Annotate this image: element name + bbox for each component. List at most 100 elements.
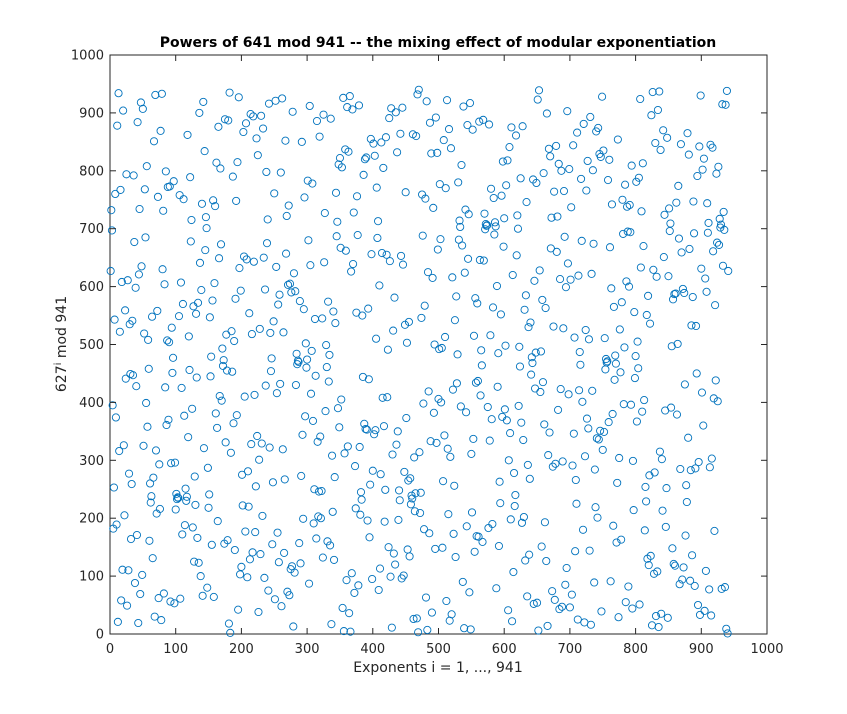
- data-point: [289, 622, 298, 631]
- data-point: [138, 104, 147, 113]
- data-point: [452, 292, 461, 301]
- y-tick-label: 700: [79, 222, 104, 237]
- data-point: [188, 523, 197, 532]
- data-point: [414, 85, 423, 94]
- data-point: [466, 625, 475, 634]
- data-point: [590, 465, 599, 474]
- data-point: [504, 606, 513, 615]
- data-point: [182, 496, 191, 505]
- data-point: [230, 545, 239, 555]
- data-point: [345, 609, 354, 618]
- data-point: [360, 155, 369, 164]
- data-point: [582, 186, 591, 195]
- data-point: [120, 511, 129, 520]
- data-point: [551, 459, 560, 468]
- data-point: [416, 488, 425, 497]
- data-point: [228, 367, 237, 376]
- data-point: [328, 507, 337, 516]
- data-point: [501, 341, 510, 350]
- data-point: [339, 627, 348, 636]
- data-point: [703, 199, 712, 208]
- data-point: [679, 563, 688, 572]
- data-point: [318, 314, 327, 323]
- data-point: [533, 95, 542, 104]
- data-point: [387, 623, 396, 632]
- data-point: [464, 210, 473, 219]
- y-tick-label: 200: [79, 512, 104, 527]
- data-point: [544, 451, 553, 460]
- data-point: [198, 591, 207, 600]
- data-point: [134, 270, 143, 279]
- data-point: [600, 334, 609, 343]
- data-point: [488, 519, 497, 529]
- data-point: [516, 174, 525, 183]
- data-point: [161, 383, 170, 392]
- data-point: [697, 264, 706, 273]
- data-point: [325, 350, 334, 359]
- data-point: [319, 110, 328, 119]
- data-point: [420, 301, 429, 310]
- data-point: [237, 562, 246, 571]
- data-point: [167, 459, 176, 468]
- data-point: [217, 396, 226, 405]
- data-point: [212, 158, 221, 167]
- data-point: [711, 376, 720, 385]
- data-point: [308, 416, 318, 425]
- data-point: [722, 624, 731, 633]
- data-point: [303, 176, 312, 185]
- data-point: [404, 317, 413, 326]
- data-point: [160, 280, 169, 289]
- data-point: [227, 327, 236, 336]
- data-point: [433, 245, 442, 254]
- data-point: [703, 228, 712, 237]
- data-point: [533, 598, 542, 607]
- data-point: [474, 532, 483, 541]
- data-point: [238, 501, 247, 510]
- data-point: [278, 445, 287, 454]
- data-point: [636, 263, 645, 272]
- data-point: [392, 440, 401, 449]
- data-point: [116, 185, 125, 194]
- data-point: [416, 508, 425, 518]
- data-point: [716, 223, 725, 232]
- data-point: [653, 567, 662, 576]
- data-point: [305, 579, 314, 588]
- data-point: [322, 341, 331, 350]
- data-point: [329, 307, 338, 316]
- data-point: [718, 261, 728, 270]
- data-point: [205, 490, 214, 499]
- data-point: [549, 322, 558, 331]
- data-point: [146, 498, 155, 507]
- data-point: [337, 163, 346, 172]
- data-point: [288, 107, 297, 116]
- data-point: [579, 119, 588, 128]
- data-point: [312, 534, 321, 543]
- data-point: [168, 368, 177, 377]
- data-point: [280, 548, 289, 557]
- data-point: [401, 188, 410, 197]
- data-point: [176, 278, 186, 287]
- data-point: [545, 428, 554, 437]
- data-point: [523, 592, 532, 601]
- data-point: [666, 219, 675, 228]
- data-point: [543, 621, 552, 630]
- data-point: [190, 472, 199, 481]
- data-point: [208, 296, 217, 305]
- data-point: [444, 510, 453, 519]
- data-point: [567, 203, 576, 212]
- data-point: [479, 256, 488, 265]
- data-point: [192, 373, 201, 382]
- data-point: [524, 323, 533, 332]
- data-point: [457, 160, 466, 170]
- data-point: [451, 552, 460, 562]
- data-point: [352, 192, 362, 201]
- data-point: [348, 105, 357, 114]
- data-point: [272, 262, 281, 271]
- data-point: [640, 396, 649, 405]
- data-point: [554, 405, 563, 414]
- data-point: [195, 108, 204, 117]
- data-point: [607, 284, 616, 293]
- data-point: [362, 425, 371, 434]
- data-point: [620, 343, 629, 352]
- data-point: [695, 610, 705, 619]
